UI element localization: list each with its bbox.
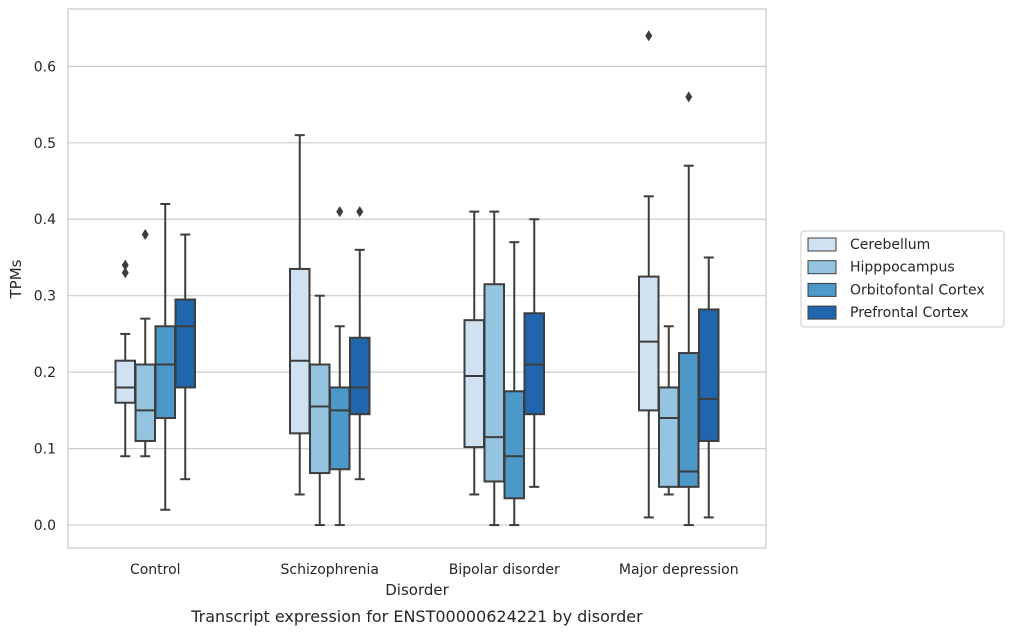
box	[289, 134, 311, 496]
box-body	[698, 308, 720, 442]
y-tick-label: 0.0	[34, 518, 56, 534]
box	[349, 206, 371, 481]
box-body	[289, 267, 311, 435]
box	[678, 91, 700, 527]
x-tick-label: Major depression	[619, 562, 739, 578]
legend-label: Prefrontal Cortex	[850, 305, 969, 321]
box-body	[658, 386, 680, 488]
outlier-point	[645, 30, 653, 42]
y-tick-labels: 0.0 0.1 0.2 0.3 0.4 0.5 0.6	[34, 59, 56, 534]
legend-swatch	[807, 237, 837, 252]
box	[483, 210, 505, 527]
box-body	[134, 363, 156, 442]
box	[154, 202, 176, 511]
x-tick-label: Bipolar disorder	[449, 562, 560, 578]
outlier-point	[121, 267, 129, 279]
y-tick-label: 0.6	[34, 59, 56, 75]
y-tick-label: 0.3	[34, 289, 56, 305]
legend-swatch	[807, 260, 837, 275]
legend: Cerebellum Hipppocampus Orbitofontal Corte…	[800, 230, 1005, 328]
box	[329, 206, 351, 527]
legend-frame	[800, 230, 1005, 328]
x-tick-label: Schizophrenia	[281, 562, 379, 578]
y-tick-label: 0.1	[34, 442, 56, 458]
legend-label: Cerebellum	[850, 237, 930, 253]
legend-swatch	[807, 305, 837, 320]
box	[523, 218, 545, 488]
box-body	[309, 363, 331, 475]
y-tick-label: 0.4	[34, 212, 56, 228]
outlier-point	[356, 206, 364, 218]
box-body	[503, 390, 525, 500]
outlier-point	[121, 259, 129, 271]
box-body	[114, 359, 136, 404]
box	[698, 256, 720, 519]
chart-caption: Transcript expression for ENST0000062422…	[190, 607, 643, 626]
outlier-point	[336, 206, 344, 218]
outlier-point	[141, 229, 149, 241]
box-body	[349, 336, 371, 416]
box-body	[463, 319, 485, 449]
box-body	[483, 283, 505, 483]
y-axis-label: TPMs	[7, 259, 25, 299]
box-body	[678, 352, 700, 488]
box	[658, 325, 680, 496]
x-axis-label: Disorder	[385, 581, 449, 599]
y-tick-label: 0.2	[34, 365, 56, 381]
outlier-point	[685, 91, 693, 103]
legend-label: Hipppocampus	[850, 260, 955, 276]
x-tick-label: Control	[130, 562, 181, 578]
legend-label: Orbitofontal Cortex	[850, 282, 985, 298]
x-tick-labels: Control Schizophrenia Bipolar disorder Majo…	[130, 562, 739, 578]
box	[638, 30, 660, 519]
box	[174, 233, 196, 481]
box	[503, 241, 525, 527]
box-body	[174, 298, 196, 389]
box	[463, 210, 485, 496]
box-body	[329, 386, 351, 471]
legend-swatch	[807, 282, 837, 297]
y-tick-label: 0.5	[34, 136, 56, 152]
box-body	[154, 325, 176, 420]
box-body	[638, 275, 660, 412]
boxes	[114, 30, 720, 527]
